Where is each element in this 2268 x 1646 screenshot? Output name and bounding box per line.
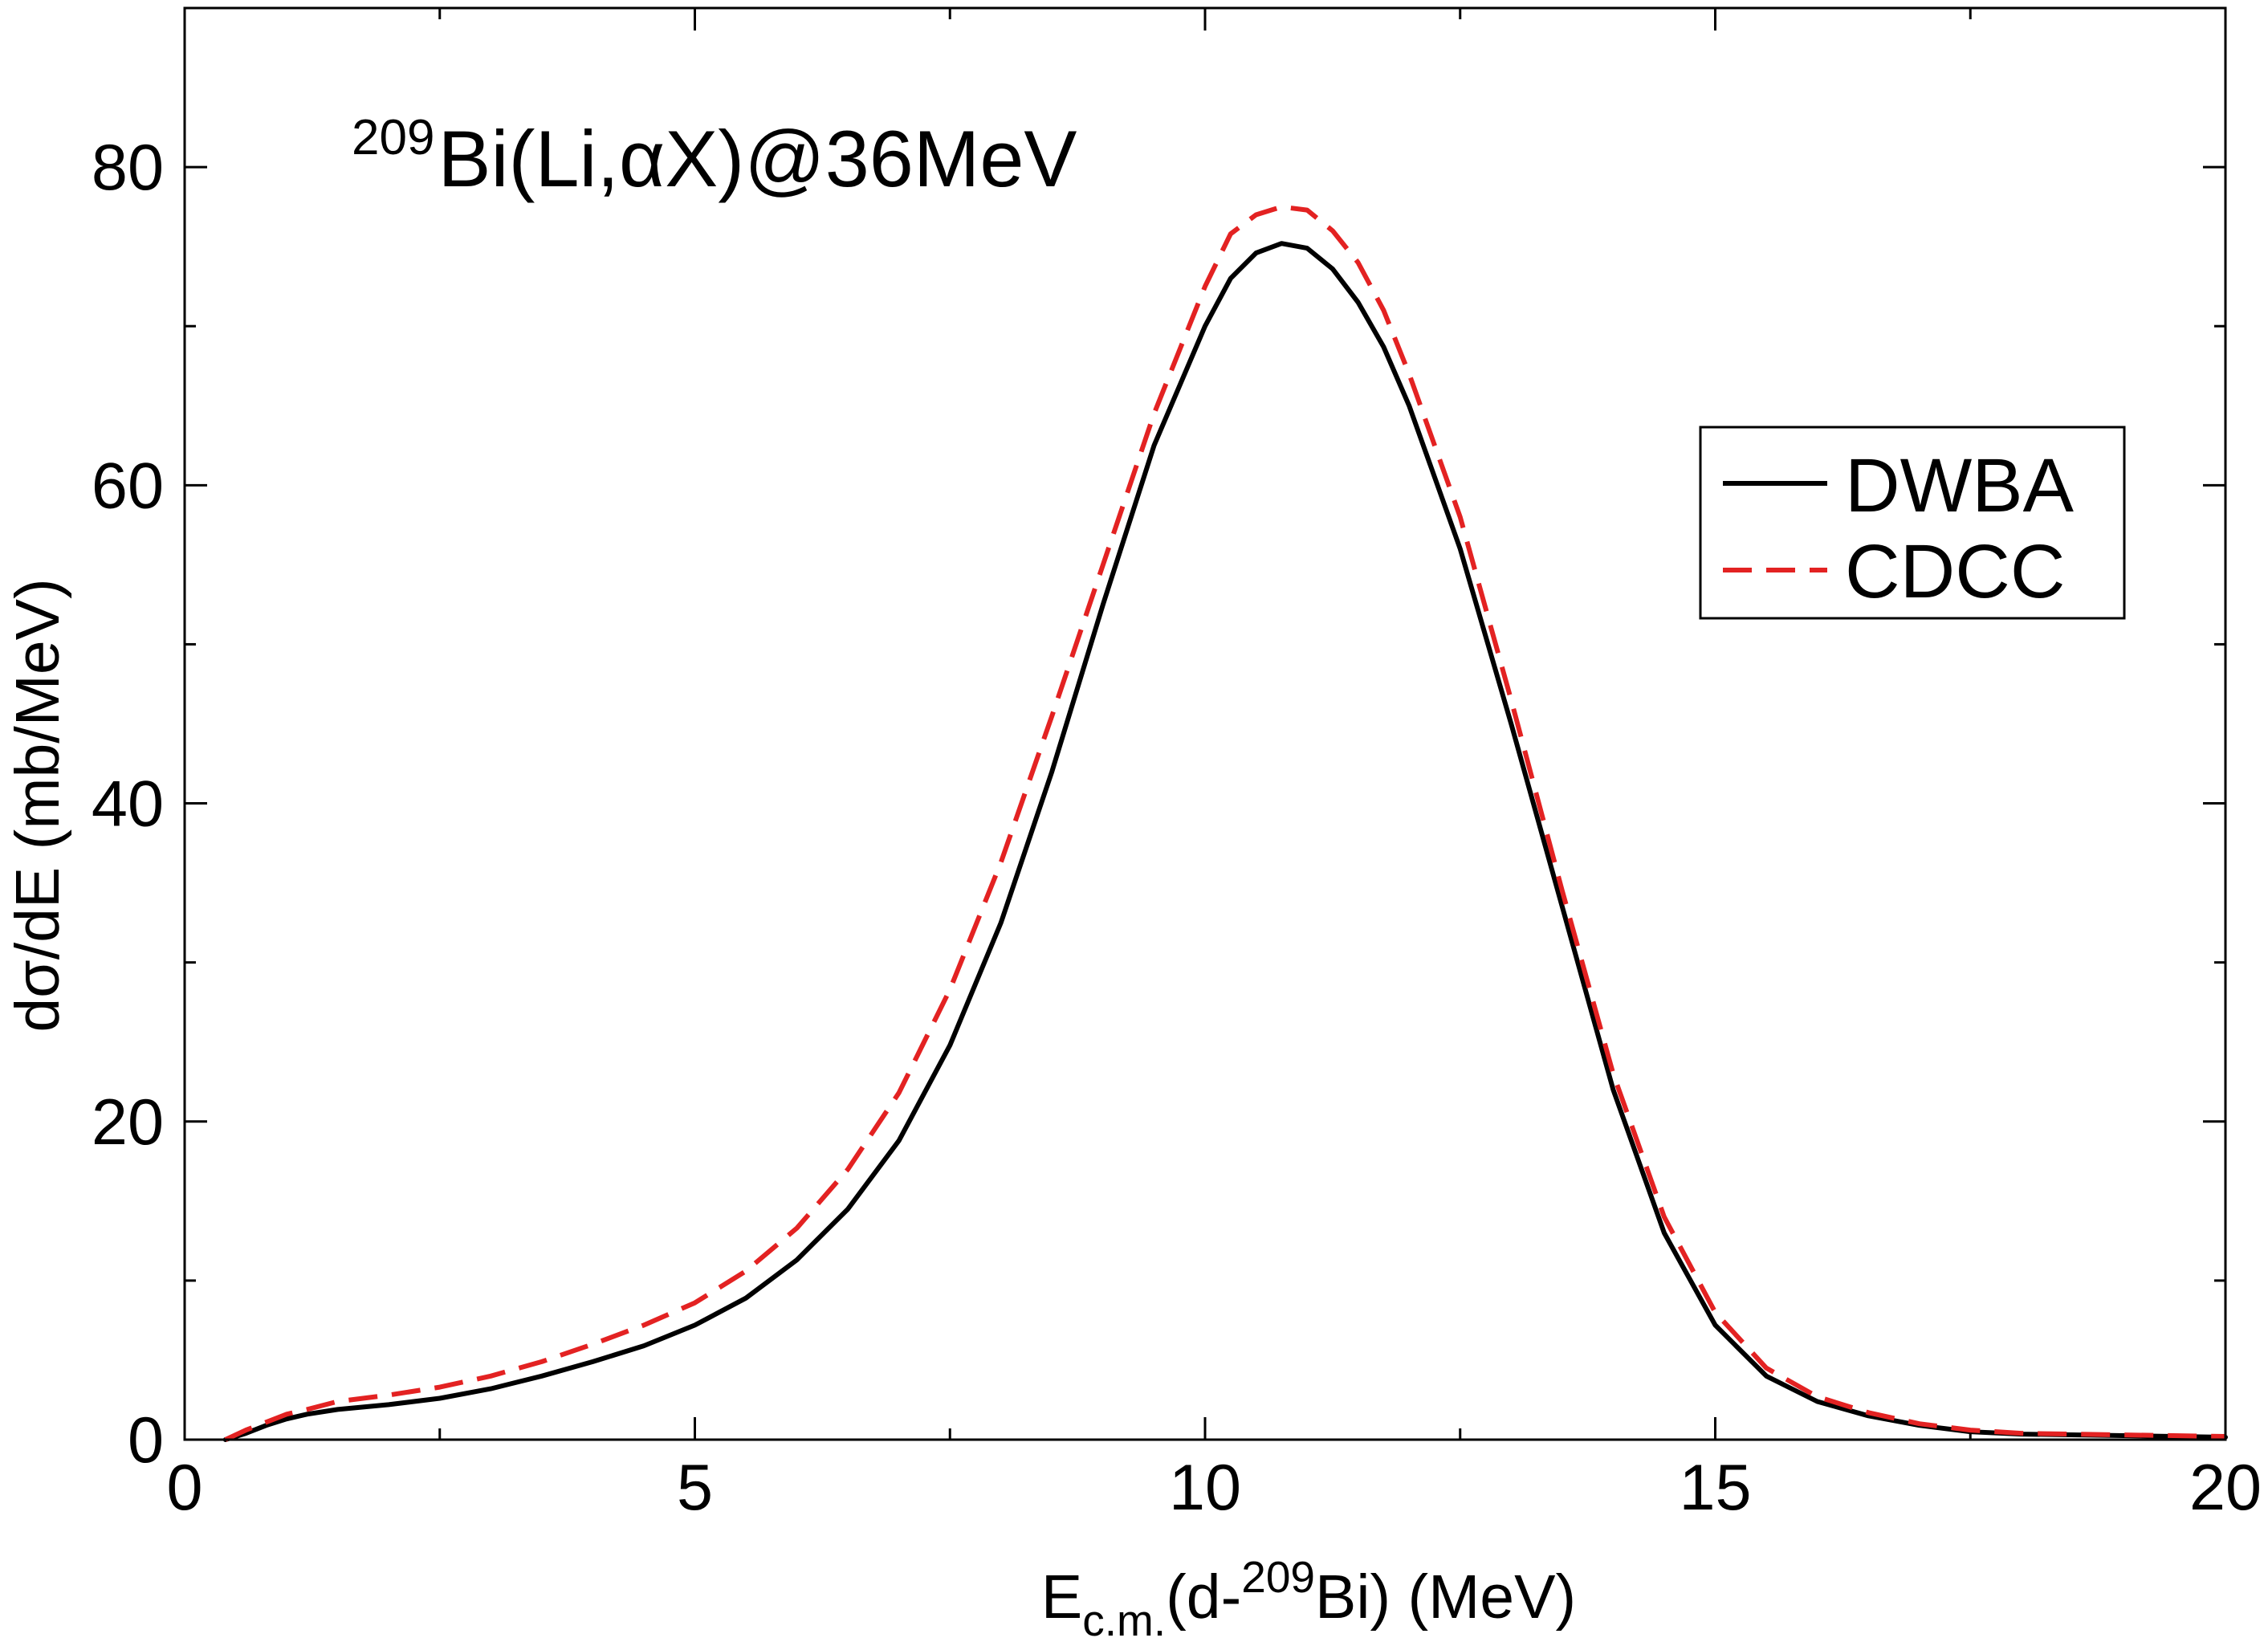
y-tick-label: 40 (92, 768, 164, 841)
series-line-cdcc (224, 204, 2226, 1442)
y-tick-labels: 0 20 40 60 80 (92, 132, 164, 1477)
y-tick-label: 60 (92, 450, 164, 522)
y-tick-label: 0 (128, 1404, 164, 1477)
x-tick-label: 10 (1169, 1452, 1241, 1524)
minor-ticks (185, 8, 2225, 1440)
x-axis-title: Ec.m.(d-209Bi) (MeV) (1041, 1552, 1576, 1645)
y-axis-title: dσ/dE (mb/MeV) (3, 578, 72, 1032)
y-tick-label: 20 (92, 1086, 164, 1159)
x-tick-label: 15 (1679, 1452, 1751, 1524)
x-tick-label: 0 (166, 1452, 202, 1524)
legend: DWBA CDCC (1699, 426, 2126, 620)
series-layer (222, 204, 2228, 1442)
annotation-text: Bi(Li,αX)@36MeV (438, 114, 1077, 203)
x-tick-labels: 0 5 10 15 20 (166, 1452, 2262, 1524)
series-line-dwba (222, 241, 2228, 1442)
x-axis-title-superscript: 209 (1241, 1552, 1315, 1602)
x-tick-label: 20 (2189, 1452, 2262, 1524)
legend-box (1699, 426, 2126, 620)
annotation-label: 209Bi(Li,αX)@36MeV (352, 110, 1077, 203)
x-axis-title-mid: (d- (1166, 1562, 1241, 1632)
x-axis-title-end: Bi) (MeV) (1315, 1562, 1576, 1632)
plot-frame (183, 6, 2227, 1441)
x-axis-title-subscript: c.m. (1082, 1595, 1166, 1645)
x-axis-title-main: E (1041, 1562, 1082, 1632)
legend-label-dwba: DWBA (1845, 443, 2075, 528)
x-tick-label: 5 (677, 1452, 713, 1524)
legend-label-cdcc: CDCC (1845, 529, 2065, 614)
annotation-superscript: 209 (352, 110, 434, 165)
y-tick-label: 80 (92, 132, 164, 204)
